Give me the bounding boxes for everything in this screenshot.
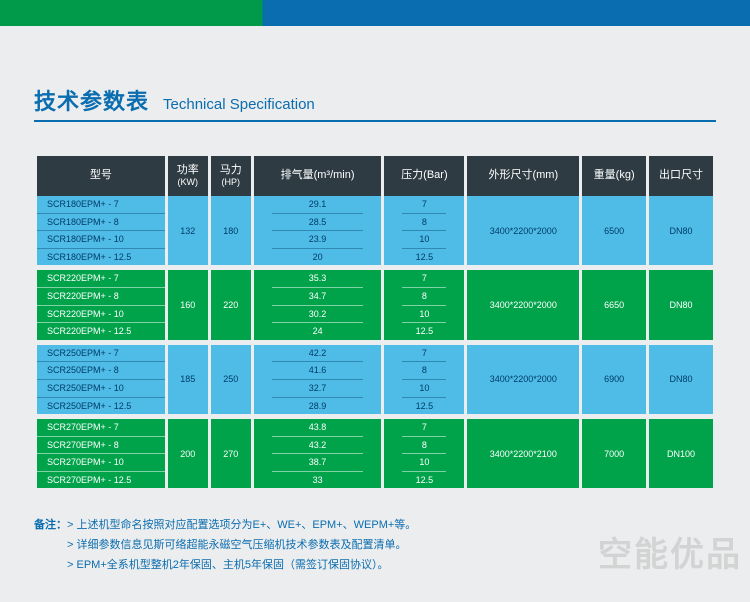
notes-line-2: > 详细参数信息见斯可络超能永磁空气压缩机技术参数表及配置清单。	[67, 539, 406, 551]
col-pressure: 压力(Bar)	[384, 156, 464, 196]
col-power: 功率(KW)	[168, 156, 208, 196]
spec-group-row: SCR180EPM+ - 7SCR180EPM+ - 8SCR180EPM+ -…	[37, 196, 713, 265]
notes-label: 备注：	[34, 519, 67, 531]
title-english: Technical Specification	[163, 96, 315, 113]
notes-line-1: > 上述机型命名按照对应配置选项分为E+、WE+、EPM+、WEPM+等。	[67, 519, 416, 531]
col-weight: 重量(kg)	[582, 156, 646, 196]
col-hp: 马力(HP)	[211, 156, 251, 196]
col-dimensions: 外形尺寸(mm)	[467, 156, 579, 196]
content-area: 技术参数表 Technical Specification 型号 功率(KW) …	[0, 26, 750, 576]
title-chinese: 技术参数表	[34, 84, 149, 116]
col-model: 型号	[37, 156, 165, 196]
header-row: 型号 功率(KW) 马力(HP) 排气量(m³/min) 压力(Bar) 外形尺…	[37, 156, 713, 196]
spec-group-row: SCR270EPM+ - 7SCR270EPM+ - 8SCR270EPM+ -…	[37, 419, 713, 488]
page-title: 技术参数表 Technical Specification	[34, 84, 716, 122]
col-outlet: 出口尺寸	[649, 156, 713, 196]
spec-group-row: SCR250EPM+ - 7SCR250EPM+ - 8SCR250EPM+ -…	[37, 345, 713, 414]
top-accent-bar	[0, 0, 750, 26]
notes-line-3: > EPM+全系机型整机2年保固、主机5年保固（需签订保固协议）。	[67, 559, 388, 571]
col-airflow: 排气量(m³/min)	[254, 156, 382, 196]
watermark: 空能优品	[598, 527, 742, 576]
spec-group-row: SCR220EPM+ - 7SCR220EPM+ - 8SCR220EPM+ -…	[37, 270, 713, 339]
spec-table: 型号 功率(KW) 马力(HP) 排气量(m³/min) 压力(Bar) 外形尺…	[34, 156, 716, 488]
